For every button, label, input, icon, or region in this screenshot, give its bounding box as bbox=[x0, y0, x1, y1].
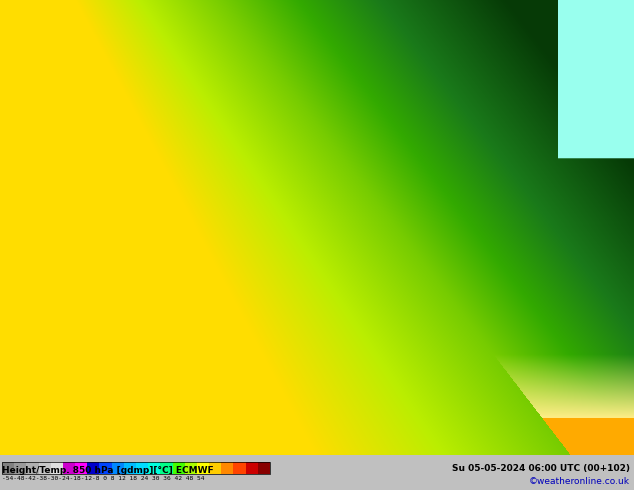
Bar bbox=[63, 462, 75, 474]
Bar bbox=[209, 462, 221, 474]
Bar bbox=[124, 462, 136, 474]
Bar bbox=[2, 462, 14, 474]
Bar bbox=[51, 462, 63, 474]
Text: -54-48-42-38-30-24-18-12-8 0 8 12 18 24 30 36 42 48 54: -54-48-42-38-30-24-18-12-8 0 8 12 18 24 … bbox=[2, 476, 205, 481]
Text: Height/Temp. 850 hPa [gdmp][°C] ECMWF: Height/Temp. 850 hPa [gdmp][°C] ECMWF bbox=[2, 466, 214, 475]
Bar bbox=[172, 462, 184, 474]
Bar bbox=[27, 462, 39, 474]
Bar bbox=[160, 462, 172, 474]
Bar bbox=[258, 462, 270, 474]
Text: ©weatheronline.co.uk: ©weatheronline.co.uk bbox=[529, 477, 630, 486]
Bar bbox=[112, 462, 124, 474]
Bar bbox=[233, 462, 245, 474]
Bar bbox=[136, 462, 148, 474]
Bar bbox=[14, 462, 27, 474]
Bar bbox=[148, 462, 160, 474]
Bar bbox=[87, 462, 100, 474]
Bar bbox=[221, 462, 233, 474]
Text: Su 05-05-2024 06:00 UTC (00+102): Su 05-05-2024 06:00 UTC (00+102) bbox=[452, 464, 630, 473]
Bar bbox=[2, 462, 270, 474]
Bar bbox=[100, 462, 112, 474]
Bar bbox=[75, 462, 87, 474]
Bar bbox=[197, 462, 209, 474]
Bar bbox=[184, 462, 197, 474]
Bar bbox=[245, 462, 258, 474]
Bar bbox=[39, 462, 51, 474]
